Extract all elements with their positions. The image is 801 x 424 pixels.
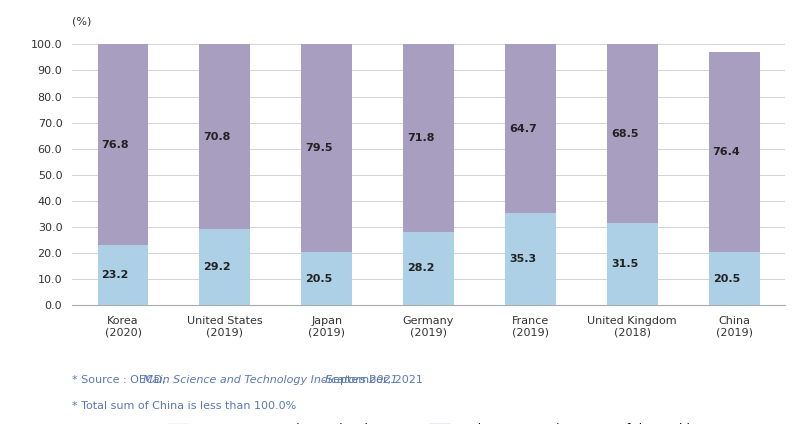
Bar	[98, 45, 148, 245]
Text: 29.2: 29.2	[203, 262, 231, 272]
Legend: Government & other national sources, Business enterprise & Rest of the world: Government & other national sources, Bus…	[163, 418, 694, 424]
Text: 76.4: 76.4	[713, 147, 740, 157]
Text: 31.5: 31.5	[611, 259, 638, 269]
Text: (%): (%)	[72, 16, 91, 26]
Text: 76.8: 76.8	[102, 139, 129, 150]
Text: 70.8: 70.8	[203, 132, 231, 142]
Text: 79.5: 79.5	[305, 143, 332, 153]
Text: 35.3: 35.3	[509, 254, 536, 264]
Text: -September, 2021: -September, 2021	[322, 375, 423, 385]
Bar	[301, 45, 352, 252]
Bar	[505, 45, 556, 213]
Bar	[199, 45, 250, 229]
Bar	[607, 223, 658, 305]
Text: 23.2: 23.2	[102, 270, 129, 280]
Bar	[98, 245, 148, 305]
Text: 68.5: 68.5	[611, 129, 638, 139]
Bar	[709, 53, 759, 252]
Text: * Total sum of China is less than 100.0%: * Total sum of China is less than 100.0%	[72, 401, 296, 411]
Text: 71.8: 71.8	[407, 133, 435, 143]
Bar	[199, 229, 250, 305]
Bar	[301, 252, 352, 305]
Text: 20.5: 20.5	[713, 273, 740, 284]
Bar	[505, 213, 556, 305]
Bar	[403, 232, 454, 305]
Text: * Source : OECD,: * Source : OECD,	[72, 375, 169, 385]
Bar	[403, 45, 454, 232]
Text: Main Science and Technology Indicators 2021: Main Science and Technology Indicators 2…	[143, 375, 397, 385]
Text: 64.7: 64.7	[509, 124, 537, 134]
Bar	[709, 252, 759, 305]
Bar	[607, 45, 658, 223]
Text: 28.2: 28.2	[407, 263, 435, 273]
Text: 20.5: 20.5	[305, 273, 332, 284]
